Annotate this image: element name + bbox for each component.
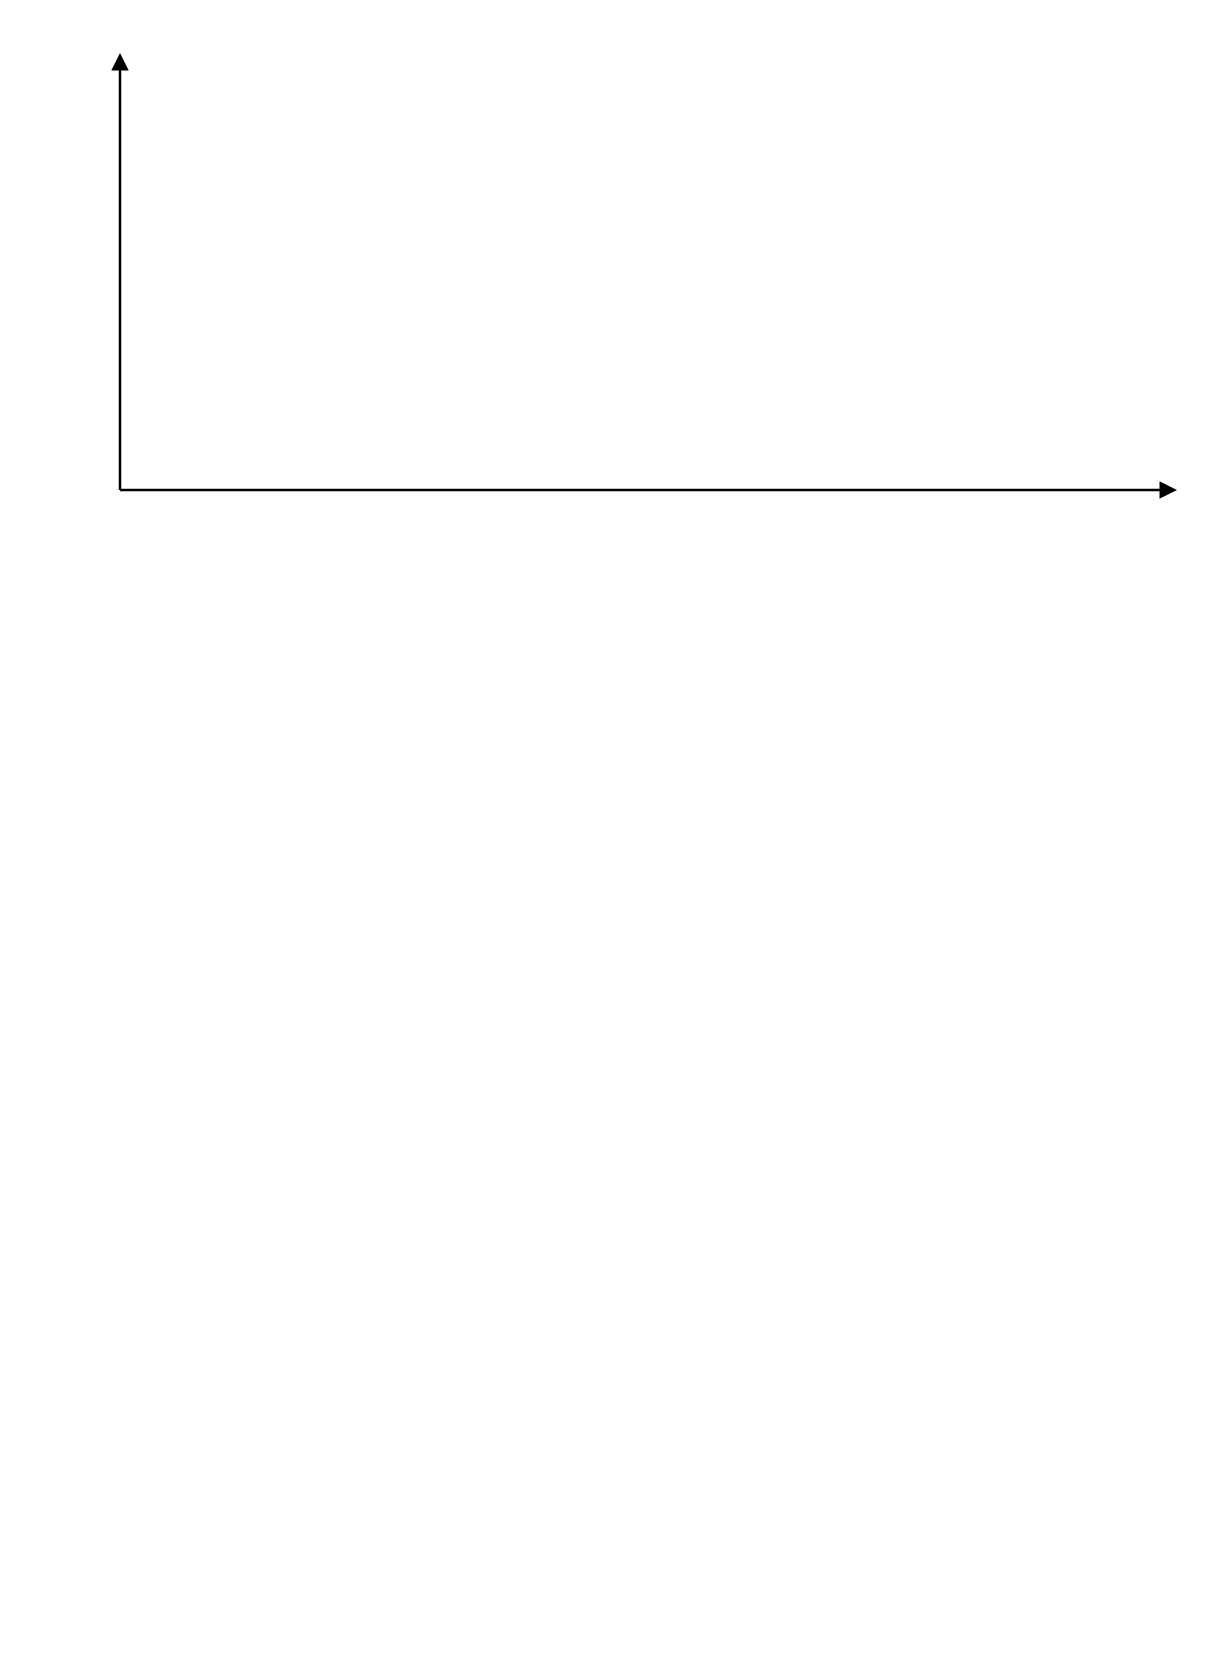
figure-svg <box>0 0 1215 1680</box>
figure-root <box>0 0 1215 1680</box>
